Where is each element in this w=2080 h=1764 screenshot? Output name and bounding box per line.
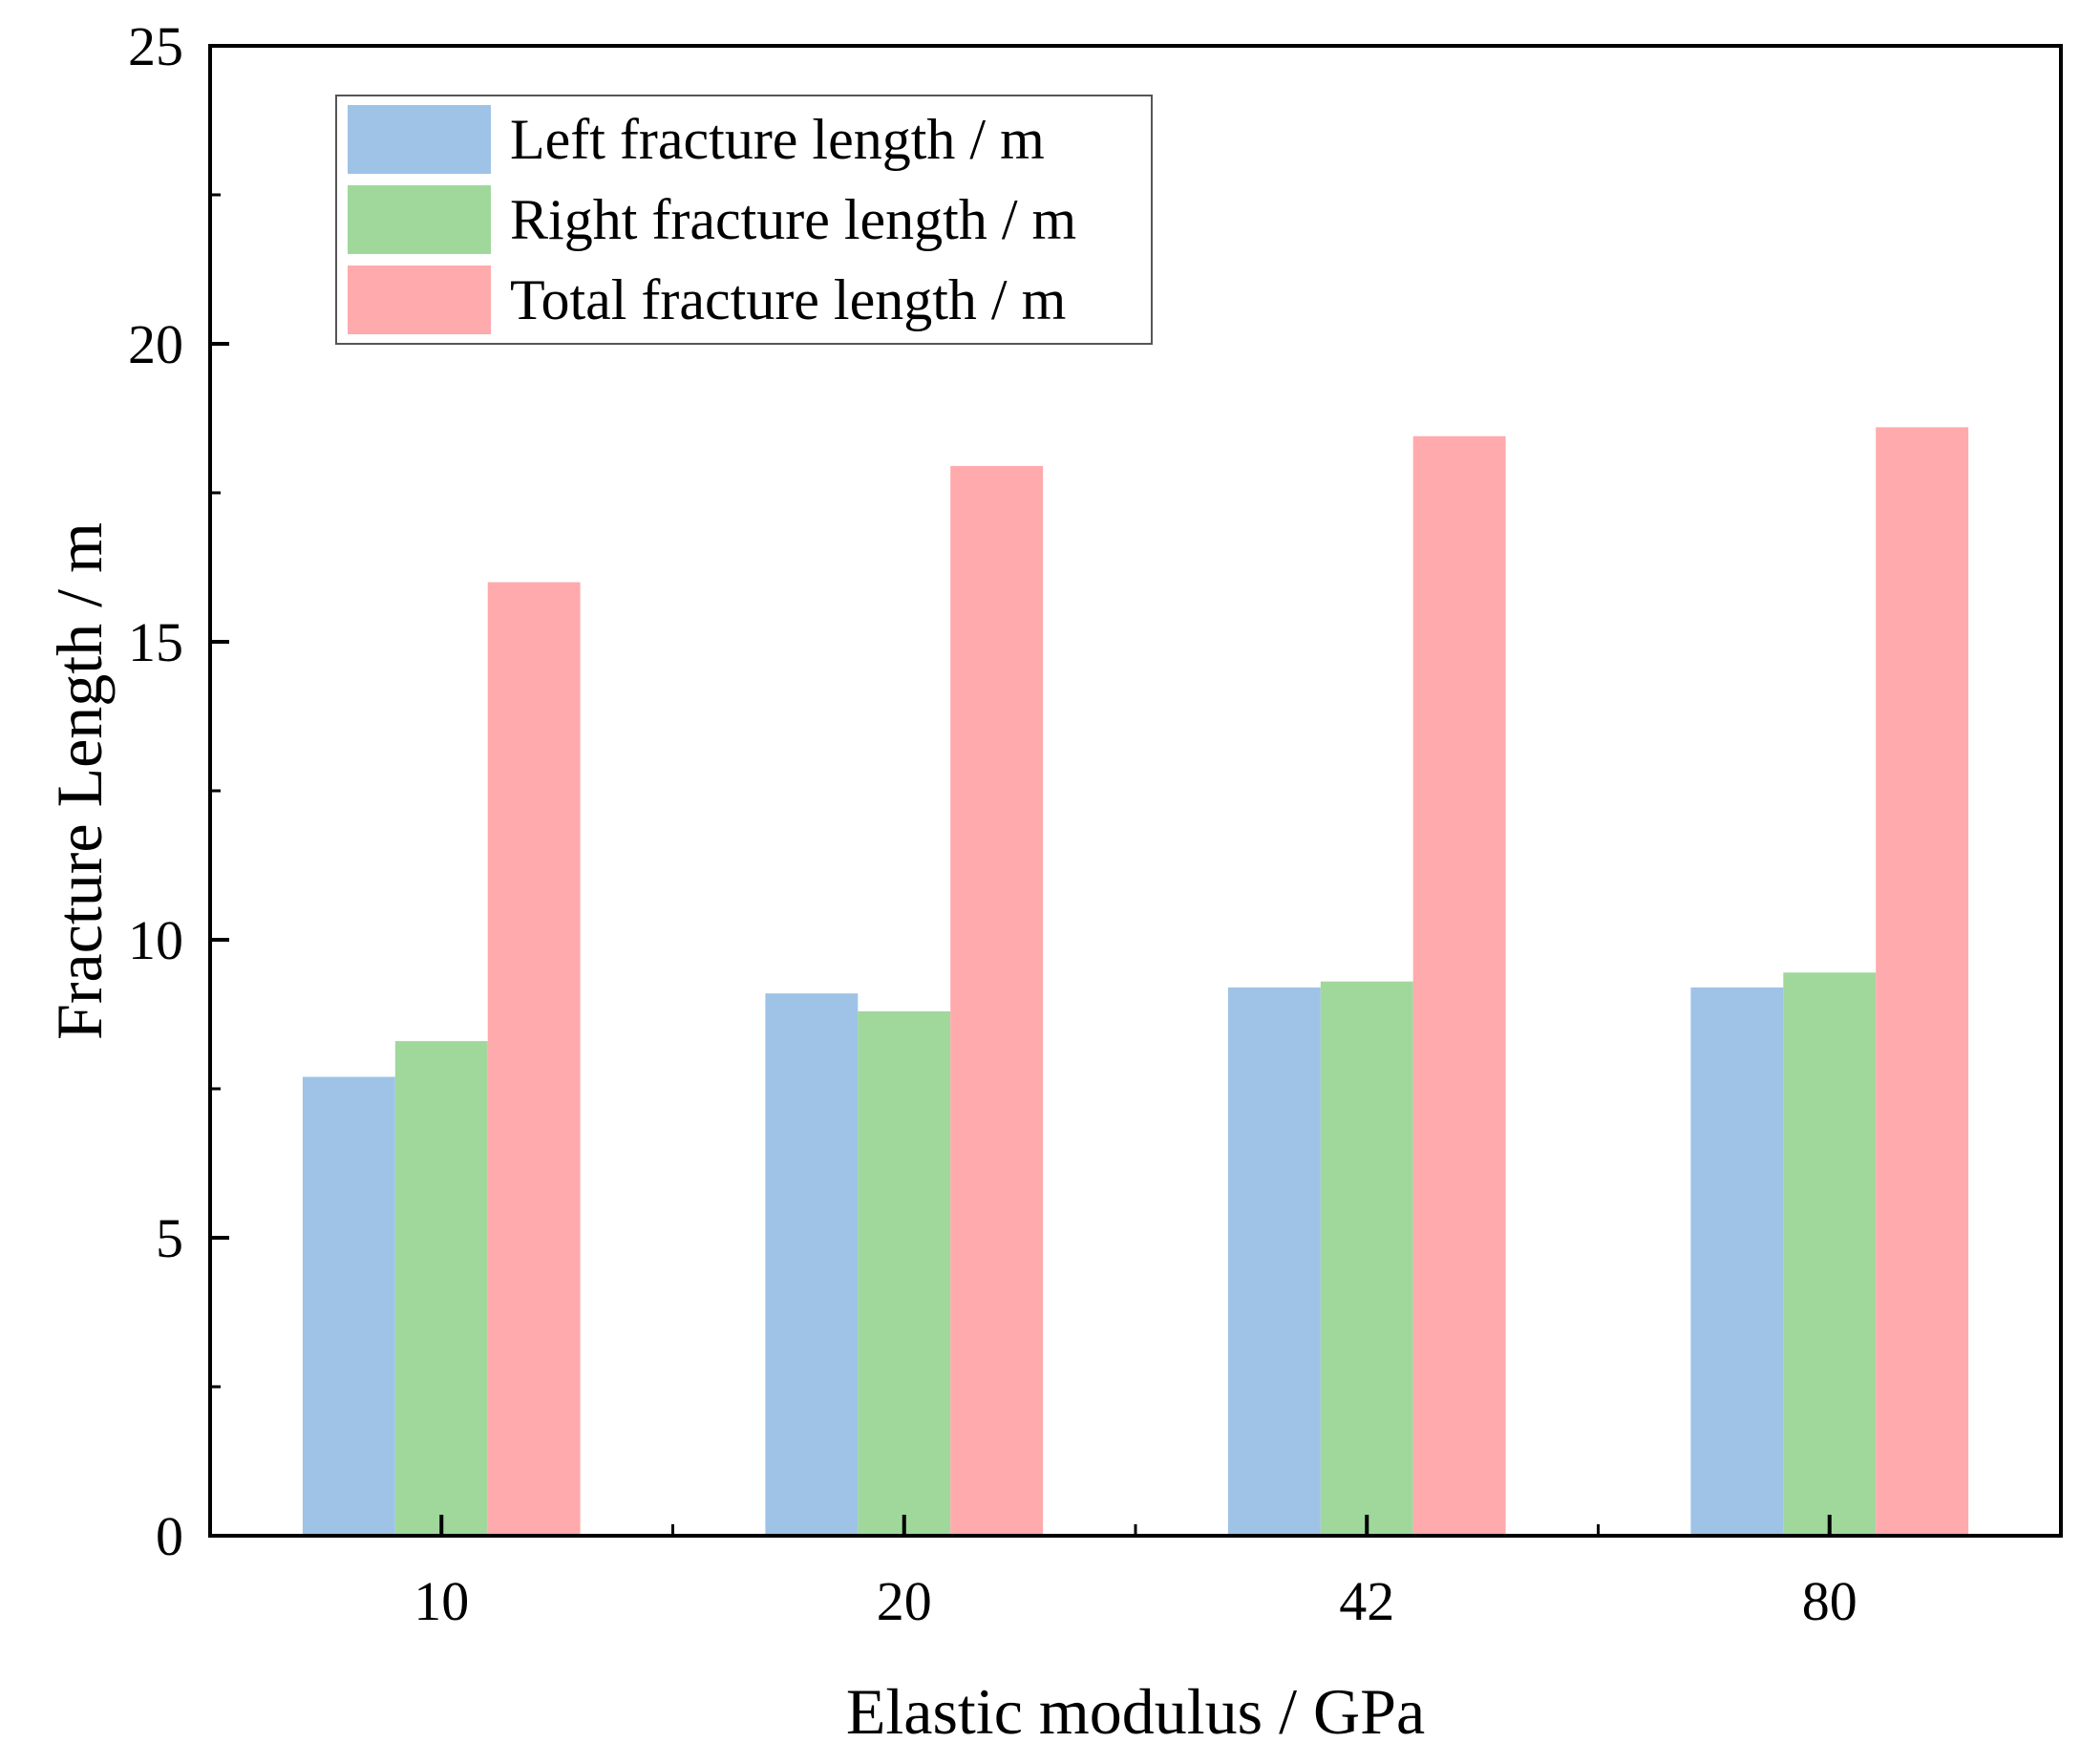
x-axis-title: Elastic modulus / GPa <box>846 1675 1425 1748</box>
plot-frame <box>208 44 2063 1538</box>
x-tick-label: 10 <box>414 1570 469 1632</box>
legend-label: Right fracture length / m <box>510 188 1076 251</box>
bar-left-80 <box>1690 987 1784 1536</box>
legend-swatch <box>348 266 491 334</box>
y-tick-label: 0 <box>156 1505 183 1567</box>
bar-right-80 <box>1783 972 1877 1536</box>
legend-swatch <box>348 105 491 174</box>
bar-right-10 <box>394 1041 488 1536</box>
bar-left-42 <box>1227 987 1321 1536</box>
bar-total-42 <box>1412 436 1506 1537</box>
x-tick-label: 20 <box>877 1570 932 1632</box>
x-axis: 10 20 42 80 <box>414 1515 1857 1632</box>
y-tick-label: 5 <box>156 1207 183 1269</box>
y-tick-label: 10 <box>128 909 183 971</box>
legend-label: Left fracture length / m <box>510 108 1045 171</box>
bars-layer <box>302 427 1969 1537</box>
bar-left-20 <box>765 993 859 1536</box>
bar-total-10 <box>487 582 581 1536</box>
legend: Left fracture length / m Right fracture l… <box>335 95 1153 345</box>
bar-right-42 <box>1320 981 1413 1536</box>
y-tick-label: 15 <box>128 611 183 673</box>
y-axis-title: Fracture Length / m <box>43 522 116 1040</box>
y-tick-label: 25 <box>128 15 183 77</box>
bar-left-10 <box>302 1076 395 1536</box>
bar-total-80 <box>1876 427 1969 1536</box>
legend-swatch <box>348 185 491 254</box>
bar-right-20 <box>858 1010 951 1536</box>
x-tick-label: 42 <box>1339 1570 1394 1632</box>
y-axis: 0 5 10 15 20 25 <box>128 15 229 1567</box>
legend-label: Total fracture length / m <box>510 268 1066 331</box>
x-tick-label: 80 <box>1802 1570 1857 1632</box>
y-tick-label: 20 <box>128 313 183 375</box>
bar-total-20 <box>950 465 1044 1536</box>
